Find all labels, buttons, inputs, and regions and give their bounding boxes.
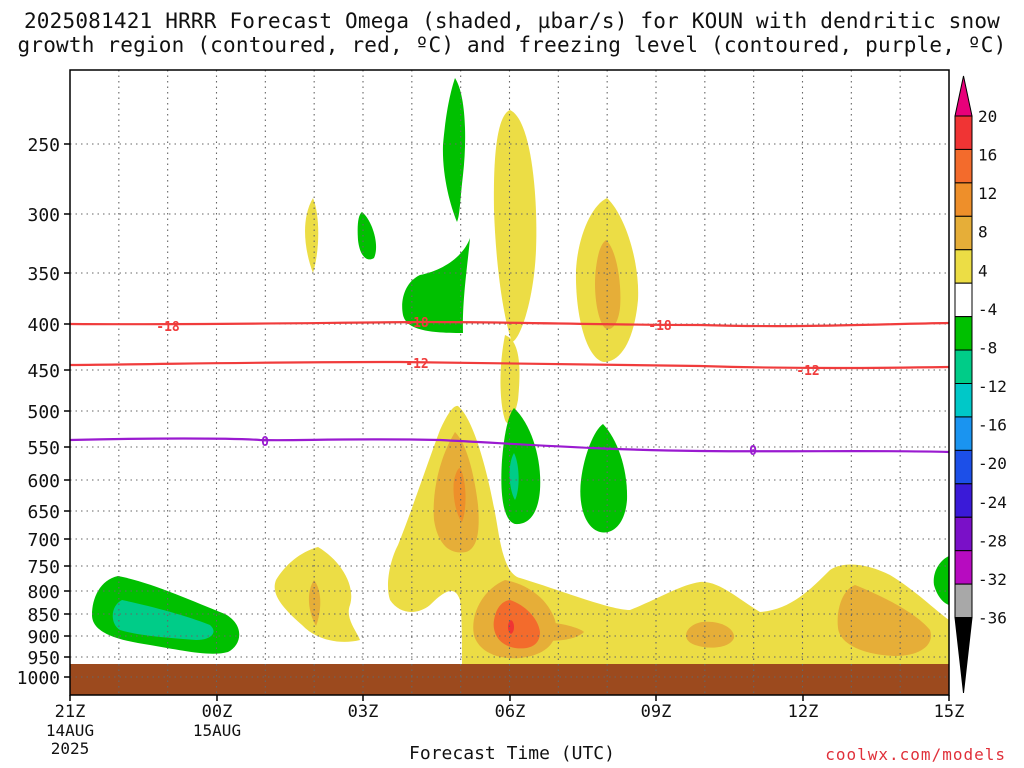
omega-shade-region bbox=[442, 78, 466, 222]
colorbar-swatch bbox=[954, 550, 973, 585]
y-tick-label: 750 bbox=[27, 557, 60, 578]
colorbar-label: 8 bbox=[978, 223, 988, 242]
x-tick-label: 21Z bbox=[55, 702, 86, 722]
omega-shade-region bbox=[308, 580, 321, 626]
y-tick-label: 900 bbox=[27, 627, 60, 648]
omega-shade-region bbox=[112, 600, 214, 640]
x-tick-date: 14AUG bbox=[46, 721, 94, 740]
colorbar-label: -16 bbox=[978, 416, 1007, 435]
colorbar-swatch bbox=[954, 182, 973, 217]
omega-shade-region bbox=[595, 240, 621, 330]
omega-shade-region bbox=[509, 453, 519, 500]
y-tick-label: 550 bbox=[27, 438, 60, 459]
contour-line bbox=[70, 437, 949, 454]
ground-strip bbox=[70, 664, 949, 695]
x-axis-label: Forecast Time (UTC) bbox=[409, 743, 615, 764]
y-tick-label: 500 bbox=[27, 402, 60, 423]
y-tick-label: 250 bbox=[27, 135, 60, 156]
contour-label: -18 bbox=[405, 316, 429, 331]
omega-shade-region bbox=[357, 212, 377, 260]
x-tick-label: 12Z bbox=[788, 702, 819, 722]
contour-label: -12 bbox=[405, 357, 428, 372]
chart-title-line1: 2025081421 HRRR Forecast Omega (shaded, … bbox=[23, 9, 1001, 33]
colorbar-label: 20 bbox=[978, 107, 997, 126]
colorbar-label: 12 bbox=[978, 184, 997, 203]
y-tick-label: 800 bbox=[27, 582, 60, 603]
omega-shade-region bbox=[686, 621, 735, 648]
colorbar-label: -20 bbox=[978, 454, 1007, 473]
y-tick-label: 300 bbox=[27, 205, 60, 226]
colorbar-arrow-bottom bbox=[954, 617, 973, 694]
colorbar-swatch bbox=[954, 249, 973, 284]
colorbar-swatch bbox=[954, 148, 973, 184]
contour-label: 0 bbox=[749, 444, 757, 459]
omega-shade-region bbox=[508, 620, 514, 634]
x-tick-date: 15AUG bbox=[193, 721, 241, 740]
colorbar-swatch bbox=[954, 583, 973, 619]
contour-label: -18 bbox=[156, 320, 180, 335]
y-tick-label: 850 bbox=[27, 605, 60, 626]
colorbar-swatch bbox=[954, 115, 973, 150]
y-tick-label: 450 bbox=[27, 361, 60, 382]
contour-label: 0 bbox=[261, 435, 269, 450]
omega-shade-region bbox=[501, 408, 541, 525]
colorbar-label: -8 bbox=[978, 338, 997, 357]
y-tick-label: 400 bbox=[27, 315, 60, 336]
omega-shade-region bbox=[493, 110, 537, 342]
x-tick-label: 06Z bbox=[495, 702, 526, 722]
contour-label: -12 bbox=[796, 364, 819, 379]
y-tick-label: 1000 bbox=[17, 668, 60, 689]
colorbar-label: -32 bbox=[978, 570, 1007, 589]
y-tick-label: 650 bbox=[27, 502, 60, 523]
colorbar-label: 16 bbox=[978, 146, 997, 165]
contour-label: -18 bbox=[648, 319, 672, 334]
omega-shade-region bbox=[453, 468, 466, 522]
omega-shade-region bbox=[837, 585, 931, 656]
y-tick-label: 700 bbox=[27, 530, 60, 551]
x-tick-label: 09Z bbox=[641, 702, 672, 722]
y-tick-label: 350 bbox=[27, 264, 60, 285]
omega-shade-region bbox=[933, 556, 949, 605]
omega-shade-region bbox=[402, 238, 470, 333]
colorbar-swatch bbox=[954, 516, 973, 552]
omega-shade-region bbox=[305, 198, 319, 273]
colorbar-swatch bbox=[954, 282, 973, 318]
x-tick-label: 15Z bbox=[934, 702, 965, 722]
x-tick-year: 2025 bbox=[51, 739, 90, 758]
x-tick-label: 03Z bbox=[348, 702, 379, 722]
colorbar-label: -28 bbox=[978, 531, 1007, 550]
colorbar-swatch bbox=[954, 316, 973, 351]
colorbar-swatch bbox=[954, 449, 973, 485]
colorbar-arrow-top bbox=[954, 75, 973, 117]
x-tick-label: 00Z bbox=[202, 702, 233, 722]
colorbar-swatch bbox=[954, 349, 973, 384]
omega-shade-region bbox=[540, 622, 584, 641]
colorbar-swatch bbox=[954, 416, 973, 451]
y-tick-label: 600 bbox=[27, 471, 60, 492]
omega-shade-region bbox=[580, 424, 628, 533]
colorbar-label: -36 bbox=[978, 609, 1007, 628]
chart-title-line2: growth region (contoured, red, ºC) and f… bbox=[17, 33, 1007, 57]
colorbar-swatch bbox=[954, 383, 973, 418]
colorbar-label: -24 bbox=[978, 493, 1007, 512]
colorbar-swatch bbox=[954, 483, 973, 518]
contour-line bbox=[70, 360, 949, 370]
colorbar-label: 4 bbox=[978, 261, 988, 280]
colorbar-label: -12 bbox=[978, 377, 1007, 396]
contour-line bbox=[70, 320, 949, 328]
colorbar-swatch bbox=[954, 215, 973, 251]
credit-link[interactable]: coolwx.com/models bbox=[825, 745, 1006, 764]
colorbar-label: -4 bbox=[978, 300, 997, 319]
y-tick-label: 950 bbox=[27, 648, 60, 669]
